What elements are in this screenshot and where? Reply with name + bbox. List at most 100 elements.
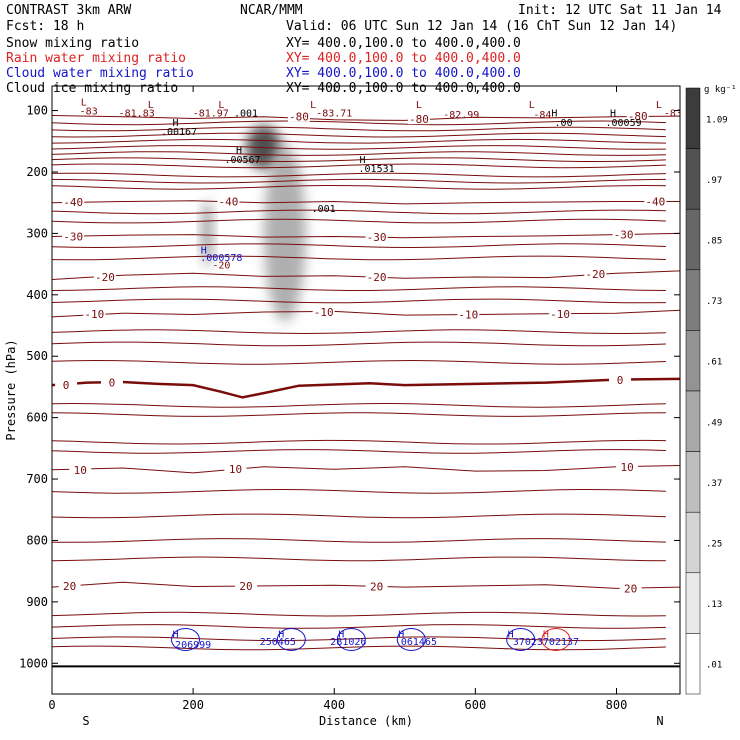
high-marker: H (543, 629, 549, 640)
colorbar-label: .61 (706, 358, 722, 368)
contour-label-bg (69, 463, 92, 475)
contour-label-bg (457, 308, 480, 320)
field-value-label: .00167 (161, 127, 197, 138)
field-value-label: .001 (312, 204, 336, 215)
contour-label-bg (407, 113, 430, 125)
temperature-contour-label: 0 (617, 374, 624, 387)
contour-label-bg (584, 267, 607, 279)
isotherm-line-27 (52, 556, 666, 562)
temperature-contour-label: 20 (239, 580, 252, 593)
isotherm-line-3 (52, 138, 666, 144)
y-tick-label: 500 (26, 349, 48, 363)
cloud-water-contour (541, 627, 571, 651)
colorbar-unit: g kg⁻¹ (704, 85, 737, 95)
isotherm-line-14 (52, 255, 666, 261)
colorbar-label: 1.09 (706, 115, 728, 125)
high-marker: H (172, 629, 178, 640)
field-value-label: 37023702137 (513, 637, 579, 648)
header: CONTRAST 3km ARW NCAR/MMM Init: 12 UTC S… (6, 3, 722, 96)
contour-label-bg (287, 110, 310, 122)
contour-label-bg (235, 579, 258, 591)
snow-shading-2 (201, 200, 213, 267)
colorbar-label: .49 (706, 418, 722, 428)
temperature-contour-label: 0 (109, 377, 116, 390)
field-value-label: .00 (555, 118, 573, 129)
contour-label-bg (644, 195, 667, 207)
high-marker: H (201, 246, 207, 257)
isotherm-line-16 (52, 298, 666, 304)
low-marker: L (218, 100, 224, 111)
temperature-contour-label: 10 (620, 461, 633, 474)
contour-label-bg (609, 374, 632, 386)
y-tick-label: 600 (26, 411, 48, 425)
field-value-label: -82.99 (443, 110, 479, 121)
contour-label-bg (365, 231, 388, 243)
y-tick-label: 1000 (19, 656, 48, 670)
contour-label-bg (62, 230, 85, 242)
temperature-contour-label: -40 (218, 195, 238, 208)
colorbar-label: .85 (706, 237, 722, 247)
colorbar-label: .01 (706, 661, 722, 671)
isotherm-line-30 (52, 636, 666, 642)
high-marker: H (508, 629, 514, 640)
x-tick-label: 800 (606, 698, 628, 712)
isotherm-line-4 (52, 145, 666, 150)
field-value-label: .00059 (605, 118, 641, 129)
field-rain-name: Rain water mixing ratio (6, 51, 186, 66)
high-marker: H (338, 629, 344, 640)
temperature-contour-label: 10 (74, 464, 87, 477)
isotherm-line-28 (52, 611, 666, 617)
x-axis-right-end-label: N (656, 714, 663, 728)
field-value-label: 061465 (401, 637, 437, 648)
temperature-contour-label: -80 (628, 110, 648, 123)
x-tick-label: 600 (465, 698, 487, 712)
temperature-contour-label: -40 (63, 196, 83, 209)
contour-label-bg (619, 582, 642, 594)
field-cloud-water-name: Cloud water mixing ratio (6, 66, 194, 81)
isotherm-line-12 (52, 218, 666, 224)
y-tick-label: 300 (26, 226, 48, 240)
contour-label-bg (616, 460, 639, 472)
high-marker: H (551, 109, 557, 120)
contour-label-bg (549, 307, 572, 319)
temperature-contour-0 (52, 377, 680, 399)
cloud-water-contour (336, 627, 366, 651)
low-marker: L (148, 100, 154, 111)
high-marker: H (278, 629, 284, 640)
cloud-water-contour (170, 627, 200, 651)
isotherm-line-20 (52, 402, 666, 408)
contour-label-bg (217, 195, 240, 207)
y-axis-label: Pressure (hPa) (4, 339, 18, 440)
field-value-label: -83.71 (316, 109, 352, 120)
temperature-contour-label: -30 (367, 231, 387, 244)
isotherm-line-31 (52, 645, 666, 651)
colorbar-label: .97 (706, 176, 722, 186)
isotherm-line-29 (52, 624, 666, 629)
temperature-contour--10 (52, 309, 680, 318)
contour-label-bg (365, 270, 388, 282)
colorbar-swatch (685, 572, 701, 634)
isotherm-line-5 (52, 151, 666, 156)
field-snow-name: Snow mixing ratio (6, 36, 139, 51)
colorbar-swatch (685, 511, 701, 574)
low-marker: L (656, 100, 662, 111)
field-value-label: 250465 (260, 637, 296, 648)
contour-label-bg (83, 307, 106, 319)
isotherm-line-26 (52, 538, 666, 543)
temperature-contour-10 (52, 465, 680, 474)
temperature-contour-label: -10 (458, 308, 478, 321)
colorbar-swatch (685, 330, 701, 392)
temperature-contour-label: -40 (645, 195, 665, 208)
low-marker: L (416, 100, 422, 111)
cloud-water-contour (506, 627, 536, 651)
isotherm-line-25 (52, 513, 666, 519)
field-value-label: -84 (533, 110, 551, 121)
temperature-contour-label: -20 (585, 268, 605, 281)
low-marker: L (529, 100, 535, 111)
colorbar-swatch (685, 148, 701, 210)
temperature-contour-label: 20 (624, 582, 637, 595)
colorbar-label: .73 (706, 297, 722, 307)
contour-label-bg (612, 228, 635, 240)
field-value-label: -20 (212, 260, 230, 271)
